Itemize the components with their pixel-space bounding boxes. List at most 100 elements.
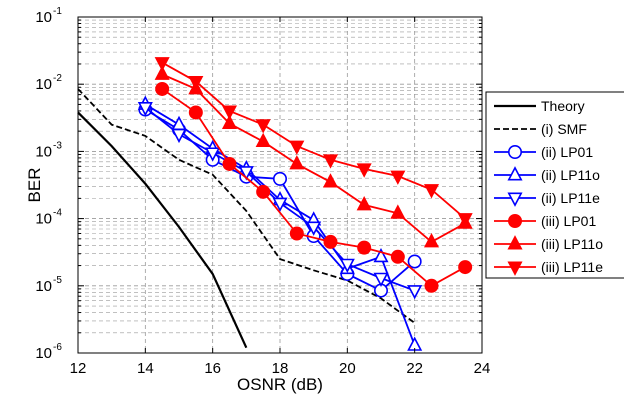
y-axis-title: BER [25,168,44,203]
data-point [457,213,473,228]
data-point [188,105,203,120]
series-line [161,61,466,220]
data-point [373,272,389,287]
y-tick-label: 10 [35,345,52,362]
y-tick-label: 10 [35,211,52,228]
x-tick-label: 22 [406,360,423,377]
y-tick-labels: 10-610-510-410-310-210-1 [35,6,62,362]
data-point [322,154,339,169]
legend-label: (iii) LP01 [541,213,596,229]
legend-entry-ii-lp11e: (ii) LP11e [494,190,600,207]
data-point [289,226,304,241]
legend-label: (iii) LP11o [541,236,603,252]
legend-marker [507,145,522,160]
legend-label: (ii) LP11e [541,190,600,206]
y-tick-label: 10 [35,143,52,160]
y-tick-base: 10 [35,9,52,26]
data-point [255,132,271,148]
data-point [407,254,422,269]
y-tick-exponent: -3 [53,140,62,151]
series-iii-lp01 [155,81,473,293]
x-tick-label: 20 [339,360,356,377]
y-tick-label: 10 [35,278,52,295]
data-point [423,233,440,248]
data-point [289,155,305,170]
series-line [77,88,416,324]
series-theory [77,111,248,349]
series-line [77,111,248,349]
legend-marker [507,235,523,250]
data-point [357,240,372,255]
x-tick-labels: 12 14 16 18 20 22 24 [70,360,491,377]
data-point [458,260,473,275]
y-tick-label: 10 [35,9,52,26]
data-point [272,171,287,186]
legend-marker [507,214,522,229]
data-point [390,249,405,264]
y-tick-exponent: -5 [53,275,62,286]
x-tick-label: 24 [474,360,491,377]
data-point [171,128,187,144]
y-tick-base: 10 [35,143,52,160]
series-layer [77,57,473,351]
legend-label: Theory [541,98,585,114]
y-tick-base: 10 [35,345,52,362]
legend-entry-ii-lp11o: (ii) LP11o [494,166,600,183]
y-tick-exponent: -4 [53,208,62,219]
y-tick-base: 10 [35,278,52,295]
data-point [205,147,221,162]
x-tick-label: 14 [137,360,154,377]
data-point [221,114,238,129]
y-tick-exponent: -2 [53,73,62,84]
data-point [356,163,372,178]
series-ii-lp11e [137,102,423,300]
x-tick-label: 16 [204,360,221,377]
data-point [221,105,238,120]
data-point [154,57,170,72]
data-point [356,196,372,211]
y-tick-base: 10 [35,76,52,93]
series-line [161,88,466,287]
data-point [407,285,423,300]
data-point [272,197,288,212]
data-point [222,156,237,171]
legend-entry-iii-lp01: (iii) LP01 [494,213,596,229]
legend-marker [507,166,523,181]
series-iii-lp11e [154,57,473,228]
legend-label: (ii) LP01 [541,144,593,160]
legend-marker [507,261,523,276]
x-axis-title: OSNR (dB) [237,375,323,394]
data-point [289,140,305,155]
data-point [423,184,440,199]
tick-marks [77,16,483,354]
legend-label: (i) SMF [541,121,587,137]
y-tick-label: 10 [35,76,52,93]
data-point [373,247,389,263]
legend: Theory (i) SMF (ii) LP01 (ii) LP11o (ii) LP1… [485,91,624,279]
data-point [154,65,170,80]
x-tick-label: 12 [70,360,87,377]
data-point [323,234,338,249]
data-point [255,119,271,134]
legend-entry-i-smf: (i) SMF [494,121,587,137]
data-point [322,173,339,188]
data-point [390,204,406,219]
data-point [339,258,355,273]
y-tick-exponent: -1 [53,6,62,17]
y-tick-base: 10 [35,211,52,228]
series-i-smf [77,88,416,324]
legend-entry-ii-lp01: (ii) LP01 [494,144,593,160]
data-point [137,102,153,117]
data-point [390,170,406,185]
legend-entry-iii-lp11o: (iii) LP11o [494,235,603,252]
series-line [161,73,466,243]
data-point [306,221,322,236]
data-point [155,81,170,96]
legend-marker [507,192,523,207]
legend-entry-theory: Theory [494,98,585,114]
data-point [424,278,439,293]
legend-label: (ii) LP11o [541,167,600,183]
legend-entry-iii-lp11e: (iii) LP11e [494,259,603,276]
data-point [238,166,254,181]
